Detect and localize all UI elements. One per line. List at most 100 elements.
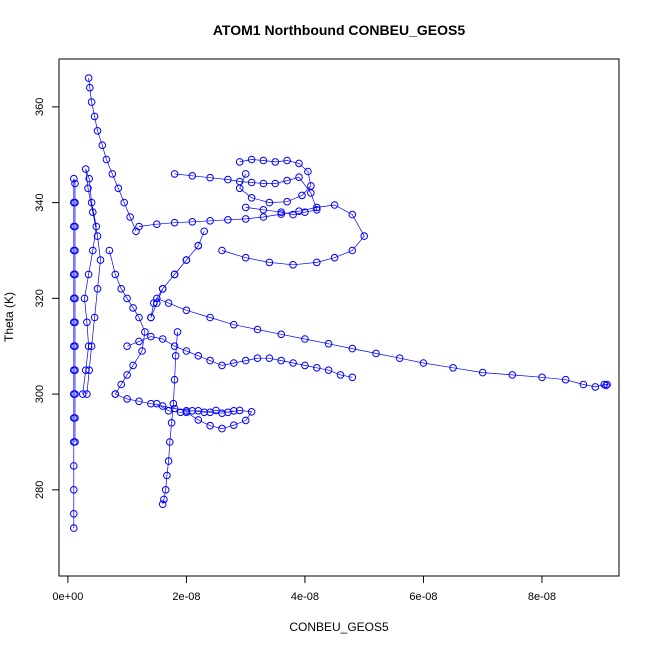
data-point	[253, 325, 262, 334]
data-point	[218, 246, 226, 255]
series-trace	[235, 155, 315, 207]
data-point	[289, 359, 297, 367]
data-point	[241, 416, 250, 425]
data-point	[71, 318, 79, 327]
data-point	[298, 191, 306, 200]
data-point	[182, 347, 191, 355]
data-point	[71, 270, 79, 279]
data-point	[164, 299, 173, 307]
x-axis: 0e+00 2e-08 4e-08 6e-08 8e-08	[52, 575, 556, 603]
data-point	[265, 258, 274, 267]
series-trace	[105, 246, 149, 398]
data-point	[561, 375, 570, 384]
data-point	[85, 174, 93, 183]
plot-frame	[58, 58, 620, 577]
data-point	[230, 359, 238, 367]
data-point	[153, 220, 161, 228]
data-point	[135, 337, 143, 346]
data-point	[147, 399, 155, 408]
data-point	[241, 170, 250, 178]
data-point	[348, 246, 357, 255]
data-point	[85, 366, 93, 375]
data-point	[230, 320, 238, 329]
data-point	[313, 258, 321, 267]
data-point	[230, 421, 238, 430]
data-point	[160, 495, 168, 504]
data-point	[117, 380, 125, 389]
data-point	[129, 361, 137, 370]
data-point	[271, 179, 280, 188]
data-point	[247, 178, 256, 187]
data-point	[70, 462, 78, 470]
data-point	[167, 419, 176, 427]
series-line	[88, 78, 137, 232]
data-point	[71, 390, 79, 398]
data-point	[478, 368, 487, 377]
data-point	[78, 390, 87, 398]
data-point	[194, 352, 203, 360]
data-point	[206, 173, 214, 182]
data-point	[71, 438, 79, 446]
data-point	[235, 158, 244, 166]
data-point	[171, 352, 180, 360]
data-point	[71, 414, 79, 422]
data-point	[70, 510, 78, 518]
data-point	[89, 246, 97, 255]
data-point	[218, 409, 226, 418]
series-trace	[123, 332, 357, 382]
data-point	[182, 306, 191, 315]
data-point	[158, 402, 167, 410]
data-point	[108, 170, 117, 178]
data-point	[114, 184, 123, 193]
x-tick-label: 6e-08	[409, 591, 437, 603]
data-point	[206, 421, 214, 430]
data-point	[84, 184, 92, 193]
y-tick-label: 300	[34, 385, 46, 403]
data-point	[289, 261, 297, 269]
data-point	[304, 167, 312, 176]
y-axis-label: Theta (K)	[2, 292, 16, 342]
data-point	[277, 330, 286, 339]
y-axis: 280 300 320 340 360	[34, 98, 60, 499]
data-point	[129, 304, 137, 312]
data-point	[90, 112, 99, 121]
data-point	[84, 342, 93, 351]
data-point	[135, 397, 143, 406]
data-point	[86, 83, 94, 92]
data-point	[71, 342, 79, 351]
data-point	[241, 215, 250, 223]
data-point	[90, 313, 99, 322]
data-point	[348, 210, 357, 219]
data-point	[230, 407, 238, 415]
x-tick-label: 8e-08	[528, 591, 556, 603]
series-layer	[70, 74, 611, 532]
data-point	[71, 222, 79, 231]
data-point	[206, 217, 214, 225]
data-point	[170, 404, 179, 413]
x-tick-label: 0e+00	[52, 591, 83, 603]
data-point	[170, 170, 179, 178]
data-point	[170, 342, 179, 351]
data-point	[200, 227, 208, 236]
data-point	[348, 344, 357, 353]
y-tick-label: 340	[34, 193, 46, 211]
data-point	[313, 203, 321, 212]
series-line	[156, 298, 609, 388]
data-point	[538, 373, 546, 382]
series-trace	[158, 328, 182, 509]
data-point	[508, 371, 517, 379]
data-point	[89, 208, 97, 216]
data-point	[324, 340, 333, 348]
data-point	[158, 335, 167, 343]
data-point	[301, 335, 309, 343]
data-point	[182, 256, 191, 264]
series-trace	[135, 201, 369, 269]
data-point	[120, 198, 128, 207]
data-point	[158, 285, 167, 293]
data-point	[283, 197, 291, 206]
data-point	[71, 294, 79, 303]
data-point	[283, 156, 291, 165]
data-point	[153, 299, 161, 307]
data-point	[164, 457, 173, 465]
